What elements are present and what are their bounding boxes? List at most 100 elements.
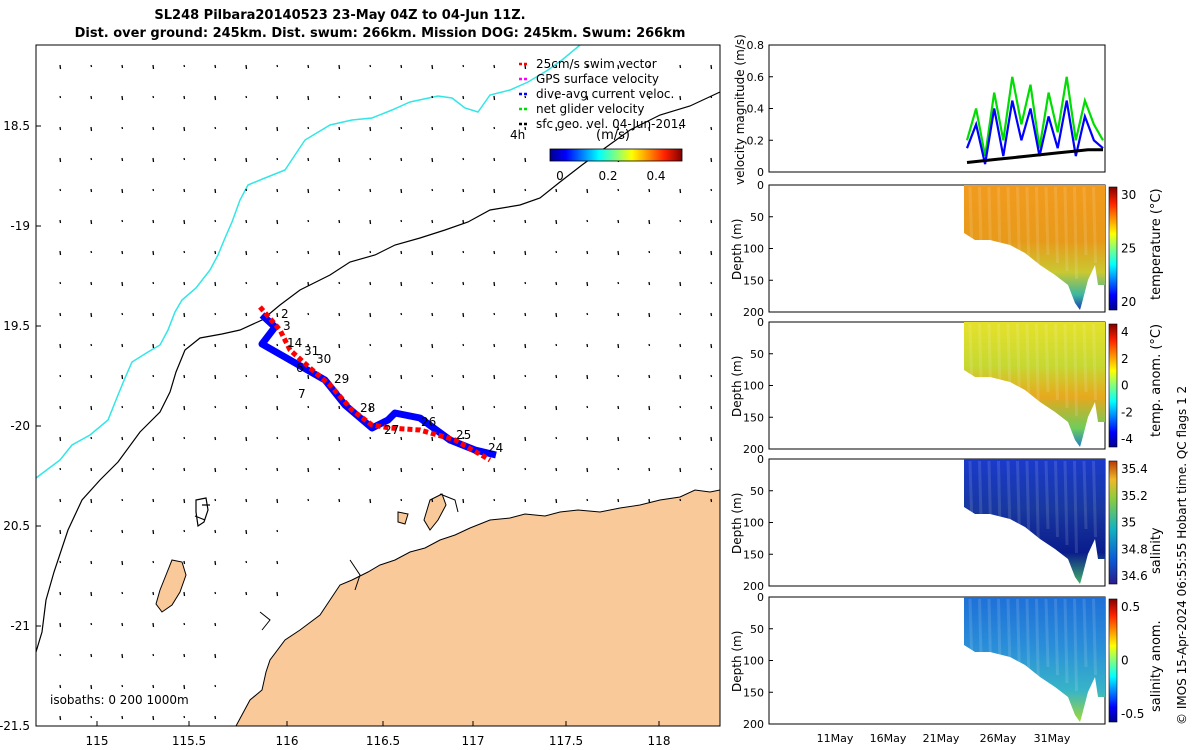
- map-colorbar: [549, 148, 683, 162]
- day-label: 26: [421, 415, 436, 429]
- quiver-arrow: [276, 498, 279, 504]
- quiver-arrow: [617, 343, 620, 349]
- quiver-arrow: [555, 126, 558, 132]
- quiver-arrow: [493, 157, 496, 162]
- quiver-arrow: [245, 157, 248, 163]
- quiver-arrow: [90, 64, 93, 68]
- quiver-arrow: [400, 436, 403, 441]
- day-label: 29: [334, 372, 349, 386]
- quiver-arrow: [121, 591, 124, 595]
- quiver-arrow: [307, 467, 310, 473]
- reef-outline: [194, 497, 210, 528]
- quiver-arrow: [710, 312, 713, 317]
- quiver-arrow: [679, 374, 682, 380]
- quiver-arrow: [617, 498, 620, 503]
- quiver-arrow: [462, 157, 465, 161]
- quiver-arrow: [400, 250, 403, 255]
- quiver-arrow: [493, 188, 496, 194]
- day-label: 28: [360, 401, 375, 415]
- colorbar-unit: (m/s): [596, 128, 630, 143]
- quiver-arrow: [338, 219, 341, 224]
- quiver-arrow: [524, 188, 527, 192]
- quiver-arrow: [648, 188, 651, 193]
- quiver-arrow: [276, 312, 279, 318]
- quiver-arrow: [338, 374, 341, 378]
- quiver-arrow: [121, 715, 124, 720]
- day-label: 7: [298, 387, 306, 401]
- quiver-arrow: [431, 467, 434, 471]
- quiver-arrow: [152, 467, 155, 471]
- quiver-arrow: [679, 405, 682, 409]
- quiver-arrow: [245, 436, 248, 442]
- quiver-arrow: [152, 312, 155, 317]
- quiver-arrow: [679, 281, 682, 287]
- map-xtick-label: 118: [648, 734, 671, 748]
- quiver-arrow: [338, 126, 341, 131]
- quiver-arrow: [90, 95, 93, 100]
- quiver-arrow: [245, 467, 248, 471]
- quiver-arrow: [493, 250, 496, 255]
- quiver-arrow: [121, 188, 124, 194]
- map-xtick-label: 116: [276, 734, 299, 748]
- quiver-arrow: [462, 219, 465, 225]
- quiver-arrow: [338, 343, 341, 349]
- quiver-arrow: [90, 498, 93, 504]
- quiver-arrow: [276, 467, 279, 472]
- day-label: 31: [304, 344, 319, 358]
- quiver-arrow: [214, 343, 217, 348]
- quiver-arrow: [369, 126, 372, 132]
- chart-title-line2: Dist. over ground: 245km. Dist. swum: 26…: [74, 26, 686, 41]
- quiver-arrow: [183, 405, 186, 411]
- quiver-arrow: [710, 157, 713, 163]
- quiver-arrow: [524, 95, 527, 99]
- quiver-arrow: [524, 405, 527, 410]
- quiver-arrow: [59, 653, 62, 657]
- day-label: 27: [384, 423, 399, 437]
- quiver-arrow: [617, 374, 620, 378]
- quiver-arrow: [369, 312, 372, 318]
- quiver-arrow: [59, 684, 62, 689]
- quiver-arrow: [90, 219, 93, 225]
- quiver-arrow: [462, 467, 465, 472]
- quiver-arrow: [276, 281, 279, 286]
- quiver-arrow: [245, 312, 248, 317]
- quiver-arrow: [90, 312, 93, 318]
- quiver-arrow: [59, 281, 62, 285]
- quiver-arrow: [586, 436, 589, 441]
- quiver-arrow: [245, 529, 248, 535]
- quiver-arrow: [679, 467, 682, 473]
- quiver-arrow: [462, 281, 465, 286]
- quiver-arrow: [648, 250, 651, 254]
- legend-label: dive-avg current veloc.: [536, 87, 674, 101]
- quiver-arrow: [648, 281, 651, 286]
- quiver-arrow: [369, 374, 372, 379]
- quiver-arrow: [90, 436, 93, 440]
- quiver-arrow: [524, 498, 527, 503]
- quiver-arrow: [183, 250, 186, 254]
- quiver-arrow: [431, 126, 434, 131]
- quiver-arrow: [214, 467, 217, 473]
- quiver-arrow: [710, 126, 713, 131]
- land-mass: [235, 489, 720, 726]
- quiver-arrow: [586, 312, 589, 316]
- quiver-arrow: [710, 250, 713, 256]
- quiver-arrow: [493, 126, 496, 130]
- quiver-arrow: [245, 219, 248, 224]
- quiver-arrow: [493, 467, 496, 473]
- quiver-arrow: [338, 467, 341, 471]
- quiver-arrow: [121, 436, 124, 441]
- island-peninsula: [423, 493, 447, 531]
- quiver-arrow: [369, 281, 372, 286]
- quiver-arrow: [679, 126, 682, 130]
- quiver-arrow: [524, 343, 527, 349]
- quiver-arrow: [493, 64, 496, 69]
- quiver-arrow: [462, 374, 465, 379]
- quiver-arrow: [90, 281, 93, 286]
- day-label: 25: [456, 428, 471, 442]
- quiver-arrow: [183, 64, 186, 68]
- quiver-arrow: [648, 343, 651, 347]
- quiver-arrow: [59, 529, 62, 535]
- quiver-arrow: [276, 591, 279, 597]
- quiver-arrow: [183, 95, 186, 100]
- quiver-arrow: [338, 281, 341, 285]
